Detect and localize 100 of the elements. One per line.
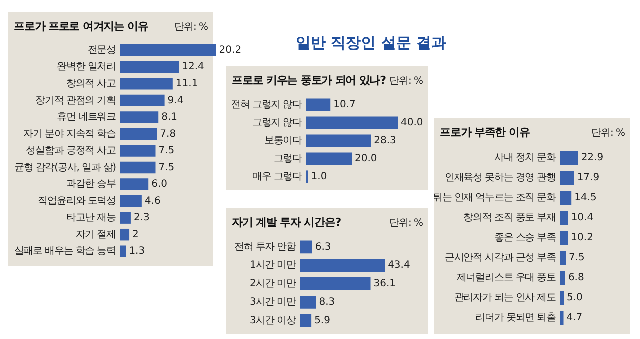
bar: [120, 44, 216, 56]
data-label: 14.5: [574, 192, 597, 204]
y-tick-label: 3시간 미만: [250, 296, 297, 308]
bar: [120, 228, 130, 241]
y-tick-label: 전문성: [88, 44, 116, 56]
data-label: 40.0: [401, 118, 424, 129]
y-tick-label: 매우 그렇다: [252, 172, 303, 183]
data-label: 5.0: [567, 292, 583, 304]
data-label: 9.4: [168, 95, 184, 106]
chart-title: 자기 계발 투자 시간은?: [232, 215, 342, 230]
bar: [120, 112, 159, 124]
data-label: 8.3: [319, 296, 336, 308]
y-tick-label: 보통이다: [264, 136, 303, 147]
y-tick-label: 자기 분야 지속적 학습: [24, 128, 117, 140]
bar: [120, 61, 180, 74]
bar: [560, 171, 574, 185]
y-tick-label: 성실함과 긍정적 사고: [26, 146, 117, 157]
data-label: 20.2: [219, 44, 242, 56]
y-tick-label: 창의적 조직 풍토 부재: [464, 212, 556, 224]
data-label: 6.0: [152, 179, 168, 190]
y-tick-label: 그렇지 않다: [252, 118, 303, 129]
chart-title: 프로가 프로로 여겨지는 이유: [14, 19, 148, 34]
data-label: 36.1: [374, 278, 396, 290]
bar: [560, 231, 568, 245]
y-tick-label: 1시간 미만: [250, 260, 297, 272]
data-label: 7.5: [158, 162, 175, 174]
data-label: 10.2: [571, 232, 594, 244]
bar: [560, 271, 566, 285]
bar: [120, 162, 156, 174]
data-label: 7.5: [158, 146, 175, 157]
y-tick-label: 전혀 투자 안함: [234, 242, 297, 253]
bar: [300, 278, 371, 290]
data-label: 6.8: [568, 272, 584, 284]
data-label: 43.4: [388, 260, 410, 272]
data-label: 5.9: [314, 315, 330, 326]
data-label: 1.3: [129, 246, 146, 258]
bar: [300, 296, 316, 309]
bar: [306, 98, 331, 112]
bar: [300, 314, 312, 328]
bar: [300, 240, 312, 254]
y-tick-label: 타고난 재능: [66, 212, 117, 224]
data-label: 22.9: [581, 152, 604, 164]
y-tick-label: 실패로 배우는 학습 능력: [14, 246, 116, 258]
y-tick-label: 인재육성 못하는 경영 관행: [444, 172, 556, 184]
bar: [560, 211, 568, 225]
bar: [120, 212, 131, 224]
data-label: 2.3: [134, 212, 150, 224]
y-tick-label: 근시안적 시각과 근성 부족: [444, 252, 557, 264]
y-tick-label: 3시간 이상: [250, 315, 297, 326]
y-tick-label: 완벽한 일처리: [57, 62, 116, 73]
y-tick-label: 과감한 승부: [66, 179, 117, 190]
bar: [300, 259, 386, 272]
y-tick-label: 좋은 스승 부족: [494, 232, 557, 244]
y-tick-label: 휴먼 네트워크: [57, 112, 117, 124]
y-tick-label: 창의적 사고: [66, 78, 117, 90]
data-label: 8.1: [162, 112, 178, 124]
chart-title: 프로로 키우는 풍토가 되어 있나?: [232, 73, 386, 88]
bar: [306, 152, 352, 166]
bar: [120, 128, 158, 140]
data-label: 28.3: [374, 136, 396, 147]
data-label: 7.5: [569, 252, 585, 264]
y-tick-label: 관리자가 되는 인사 제도: [454, 292, 557, 304]
bar: [560, 291, 564, 305]
bar: [120, 94, 165, 107]
bar: [306, 116, 398, 130]
bar: [120, 145, 156, 157]
y-tick-label: 균형 감각(공사, 일과 삶): [14, 162, 117, 174]
chart-title: 프로가 부족한 이유: [440, 125, 530, 140]
text: 단위: %: [389, 217, 423, 230]
y-tick-label: 리더가 못되면 퇴출: [476, 312, 557, 324]
y-tick-label: 사내 정치 문화: [494, 152, 557, 164]
data-label: 4.7: [566, 312, 583, 324]
y-tick-label: 제너럴리스트 우대 풍토: [456, 272, 557, 284]
bar: [120, 178, 149, 190]
bar: [560, 311, 564, 325]
data-label: 6.3: [315, 242, 332, 253]
data-label: 7.8: [160, 128, 176, 140]
data-label: 11.1: [176, 78, 198, 90]
data-label: 1.0: [311, 172, 328, 183]
data-label: 20.0: [355, 154, 378, 165]
data-label: 10.7: [334, 100, 356, 111]
bar: [120, 246, 126, 258]
bar: [306, 134, 372, 148]
bar: [120, 78, 173, 90]
data-label: 2: [132, 229, 139, 240]
bar: [560, 251, 566, 265]
text: 단위: %: [174, 21, 208, 34]
bar: [560, 151, 578, 165]
data-label: 12.4: [182, 62, 204, 73]
y-tick-label: 2시간 미만: [250, 278, 297, 290]
text: 단위: %: [591, 127, 625, 140]
y-tick-label: 직업윤리와 도덕성: [38, 196, 116, 207]
y-tick-label: 자기 절제: [76, 229, 116, 240]
y-tick-label: 전혀 그렇지 않다: [231, 100, 303, 111]
data-label: 17.9: [577, 172, 600, 184]
data-label: 10.4: [571, 212, 594, 224]
data-label: 4.6: [144, 196, 161, 207]
text: 단위: %: [389, 75, 423, 88]
bar: [560, 191, 572, 205]
y-tick-label: 그렇다: [274, 154, 303, 165]
